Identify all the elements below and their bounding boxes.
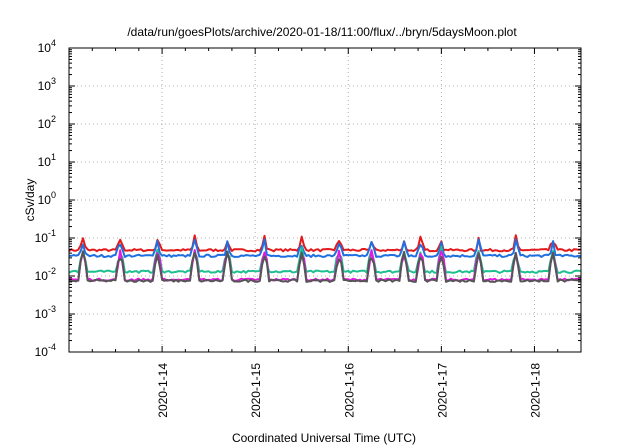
y-tick-label: 103 bbox=[38, 76, 56, 93]
y-tick-label: 10-4 bbox=[35, 342, 56, 359]
x-tick-label: 2020-1-18 bbox=[528, 363, 542, 418]
series-line bbox=[68, 238, 582, 258]
y-tick-label: 104 bbox=[38, 38, 56, 55]
x-axis-label: Coordinated Universal Time (UTC) bbox=[232, 431, 416, 445]
grid-lines bbox=[69, 48, 581, 352]
series-group bbox=[68, 234, 582, 283]
x-tick-label: 2020-1-15 bbox=[249, 363, 263, 418]
y-tick-label: 102 bbox=[38, 114, 56, 131]
x-tick-label: 2020-1-17 bbox=[435, 363, 449, 418]
y-tick-label: 101 bbox=[38, 152, 56, 169]
y-axis-ticks: 104 103 102 101 100 10-1 10-2 10-3 10-4 bbox=[35, 38, 581, 359]
y-axis-label: cSv/day bbox=[23, 179, 37, 222]
y-tick-label: 10-1 bbox=[35, 228, 56, 245]
x-tick-label: 2020-1-16 bbox=[342, 363, 356, 418]
x-axis-ticks: 2020-1-14 2020-1-15 2020-1-16 2020-1-17 2020… bbox=[91, 48, 559, 418]
chart-title: /data/run/goesPlots/archive/2020-01-18/1… bbox=[127, 25, 517, 39]
y-tick-label: 10-2 bbox=[35, 266, 56, 283]
y-tick-label: 10-3 bbox=[35, 304, 56, 321]
x-tick-label: 2020-1-14 bbox=[156, 363, 170, 418]
series-line bbox=[68, 250, 582, 283]
y-tick-label: 100 bbox=[38, 190, 56, 207]
